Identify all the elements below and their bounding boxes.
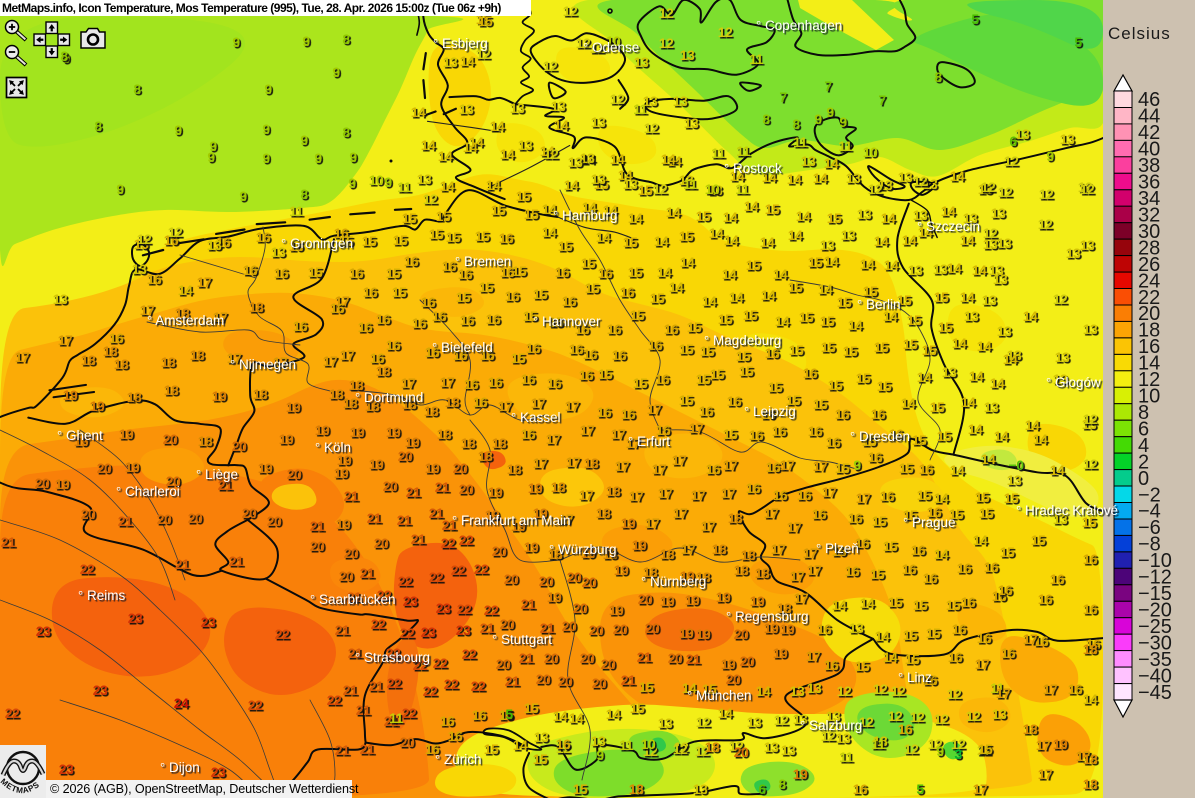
- svg-text:6: 6: [1138, 418, 1149, 440]
- svg-text:24: 24: [1138, 270, 1160, 292]
- svg-text:−4: −4: [1138, 501, 1161, 523]
- svg-text:32: 32: [1138, 204, 1160, 226]
- svg-text:−10: −10: [1138, 550, 1172, 572]
- svg-text:16: 16: [1138, 336, 1160, 358]
- svg-text:−12: −12: [1138, 567, 1172, 589]
- svg-text:36: 36: [1138, 172, 1160, 194]
- svg-text:0: 0: [1138, 468, 1149, 490]
- svg-text:38: 38: [1138, 155, 1160, 177]
- svg-text:−15: −15: [1138, 583, 1172, 605]
- svg-text:−6: −6: [1138, 517, 1161, 539]
- svg-text:10: 10: [1138, 386, 1160, 408]
- svg-text:8: 8: [1138, 402, 1149, 424]
- svg-text:2: 2: [1138, 451, 1149, 473]
- svg-text:40: 40: [1138, 139, 1160, 161]
- svg-text:28: 28: [1138, 237, 1160, 259]
- svg-text:−8: −8: [1138, 534, 1161, 556]
- svg-text:20: 20: [1138, 303, 1160, 325]
- svg-text:−25: −25: [1138, 616, 1172, 638]
- svg-text:30: 30: [1138, 221, 1160, 243]
- svg-text:22: 22: [1138, 287, 1160, 309]
- svg-text:26: 26: [1138, 254, 1160, 276]
- svg-text:−35: −35: [1138, 649, 1172, 671]
- svg-text:−2: −2: [1138, 484, 1161, 506]
- svg-text:14: 14: [1138, 353, 1160, 375]
- svg-text:42: 42: [1138, 122, 1160, 144]
- svg-text:4: 4: [1138, 435, 1149, 457]
- svg-text:−40: −40: [1138, 665, 1172, 687]
- svg-text:34: 34: [1138, 188, 1160, 210]
- svg-text:−30: −30: [1138, 632, 1172, 654]
- svg-text:18: 18: [1138, 320, 1160, 342]
- svg-text:−45: −45: [1138, 682, 1172, 704]
- svg-text:44: 44: [1138, 106, 1160, 128]
- svg-text:12: 12: [1138, 369, 1160, 391]
- svg-text:46: 46: [1138, 89, 1160, 111]
- svg-text:−20: −20: [1138, 600, 1172, 622]
